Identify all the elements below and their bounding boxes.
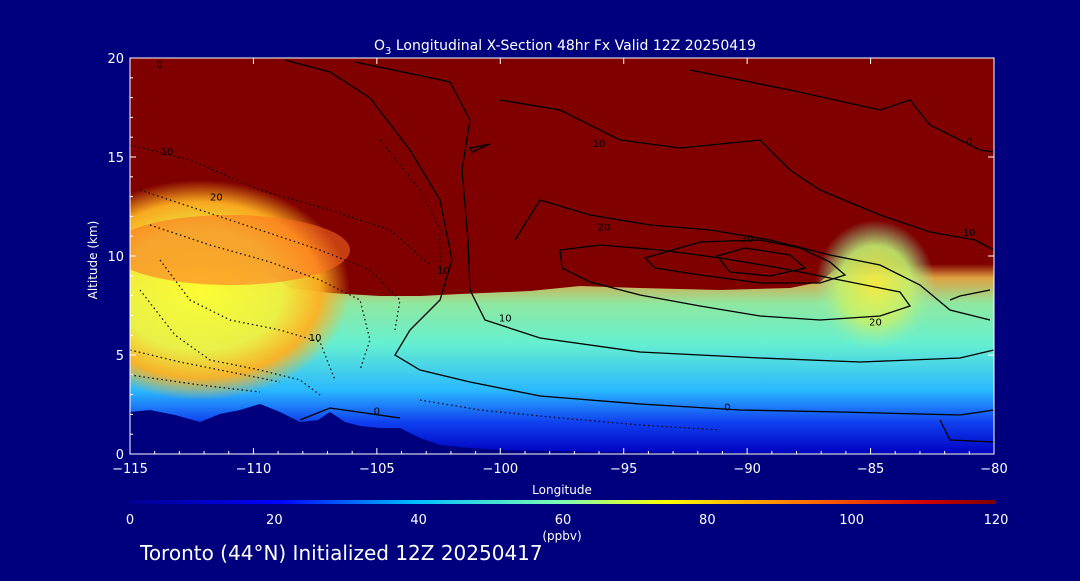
colorbar-tick-label: 0 [126,513,134,528]
y-tick-label: 0 [116,448,124,463]
plot-area: 0 10 20 10 10 0 10 10 20 30 20 10 0 0 [130,58,994,454]
colorbar [130,500,996,504]
colorbar-unit: (ppbv) [542,529,581,543]
stratosphere-region [130,58,994,296]
x-tick-label: −110 [236,462,272,477]
contour-label: 20 [210,193,223,204]
contour-label: 10 [963,228,976,239]
y-tick-label: 15 [107,151,124,166]
contour-label: 0 [966,137,972,148]
contour-label: 0 [156,60,162,71]
x-axis: −115 −110 −105 −100 −95 −90 −85 −80 [112,58,1008,477]
contours-solid [284,59,994,443]
y-tick-label: 20 [107,52,124,67]
footer-caption: Toronto (44°N) Initialized 12Z 20250417 [140,541,543,565]
eastern-high-ozone [815,220,935,350]
western-orange-band [130,215,350,285]
x-tick-label: −105 [359,462,395,477]
contour-label: 0 [724,402,730,413]
colorbar-tick-label: 20 [266,513,283,528]
colorbar-tick-label: 60 [555,513,572,528]
contour-label: 30 [741,234,754,245]
contour-label: 10 [499,313,512,324]
y-axis: 0 5 10 15 20 [107,52,994,463]
colorbar-tick-label: 120 [984,513,1009,528]
x-tick-label: −90 [733,462,760,477]
contour-label: 10 [437,266,450,277]
x-tick-label: −95 [610,462,637,477]
x-axis-label: Longitude [532,483,592,497]
x-tick-label: −115 [112,462,148,477]
colorbar-ticks: 0 20 40 60 80 100 120 [126,513,1009,528]
x-tick-label: −80 [980,462,1007,477]
contour-labels: 0 10 20 10 10 0 10 10 20 30 20 10 0 0 [156,60,976,417]
contour-label: 10 [593,139,606,150]
y-tick-label: 10 [107,250,124,265]
contour-label: 20 [869,317,882,328]
colorbar-tick-label: 80 [699,513,716,528]
terrain [130,404,994,454]
colorbar-tick-label: 40 [410,513,427,528]
colorbar-tick-label: 100 [839,513,864,528]
y-axis-label: Altitude (km) [86,221,100,300]
chart-title: O3 Longitudinal X-Section 48hr Fx Valid … [374,38,756,57]
contour-label: 10 [161,147,174,158]
y-tick-label: 5 [116,349,124,364]
x-tick-label: −100 [482,462,518,477]
contour-label: 0 [374,406,380,417]
x-tick-label: −85 [857,462,884,477]
contour-label: 10 [309,333,322,344]
contour-label: 20 [598,222,611,233]
contours-dotted [130,139,721,431]
